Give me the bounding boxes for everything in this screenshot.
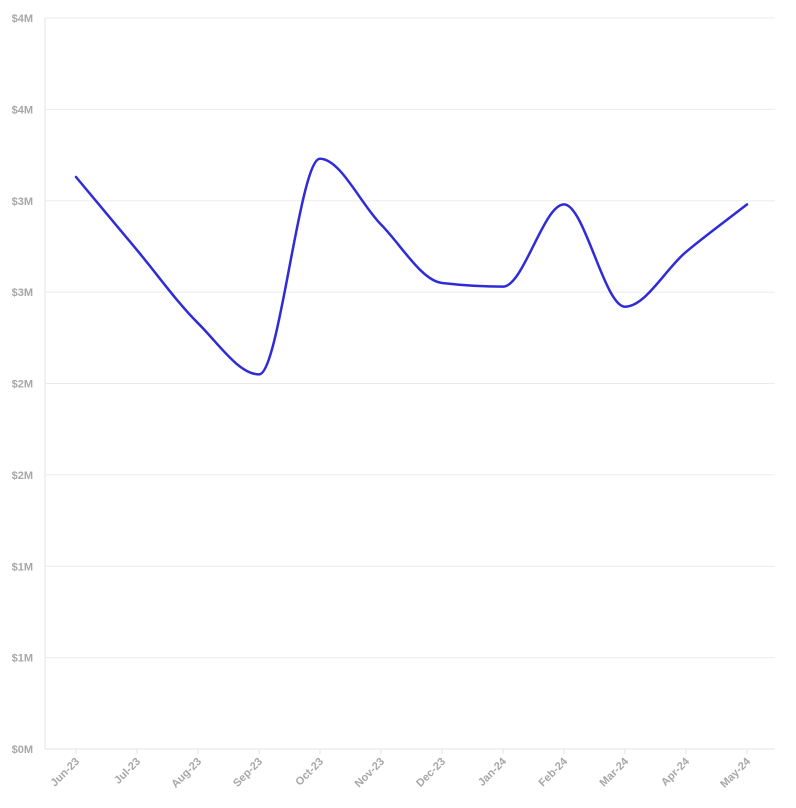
series-line — [74, 157, 749, 376]
x-tick-label: Aug-23 — [169, 756, 204, 791]
x-tick-label: Jan-24 — [476, 755, 510, 789]
axes — [44, 18, 775, 750]
x-tick-label: Nov-23 — [353, 756, 387, 790]
x-tick-label: Sep-23 — [231, 756, 265, 790]
x-tick-label: May-24 — [718, 755, 753, 790]
y-tick-label: $1M — [12, 561, 33, 573]
y-tick-label: $2M — [12, 379, 33, 391]
y-tick-label: $4M — [12, 13, 33, 25]
x-tick-label: Mar-24 — [598, 755, 632, 789]
x-tick-label: Feb-24 — [537, 755, 571, 789]
y-tick-label: $1M — [12, 653, 33, 665]
x-tick-label: Apr-24 — [659, 755, 693, 789]
grid-lines — [45, 17, 775, 750]
series-group — [74, 157, 749, 376]
x-tick-label: Jul-23 — [112, 756, 143, 787]
y-tick-label: $0M — [12, 744, 33, 756]
y-tick-label: $4M — [12, 104, 33, 116]
y-tick-label: $2M — [12, 470, 33, 482]
x-tick-label: Oct-23 — [293, 756, 326, 789]
x-axis-ticks: Jun-23 Jul-23 Aug-23 Sep-23 Oct-23 Nov-23 Dec-… — [49, 749, 754, 790]
x-tick-label: Jun-23 — [49, 756, 83, 790]
y-tick-label: $3M — [12, 196, 33, 208]
x-tick-label: Dec-23 — [414, 756, 448, 790]
y-axis-ticks: $0M $1M $1M $2M $2M $3M $3M $4M $4M — [12, 13, 33, 756]
y-tick-label: $3M — [12, 287, 33, 299]
